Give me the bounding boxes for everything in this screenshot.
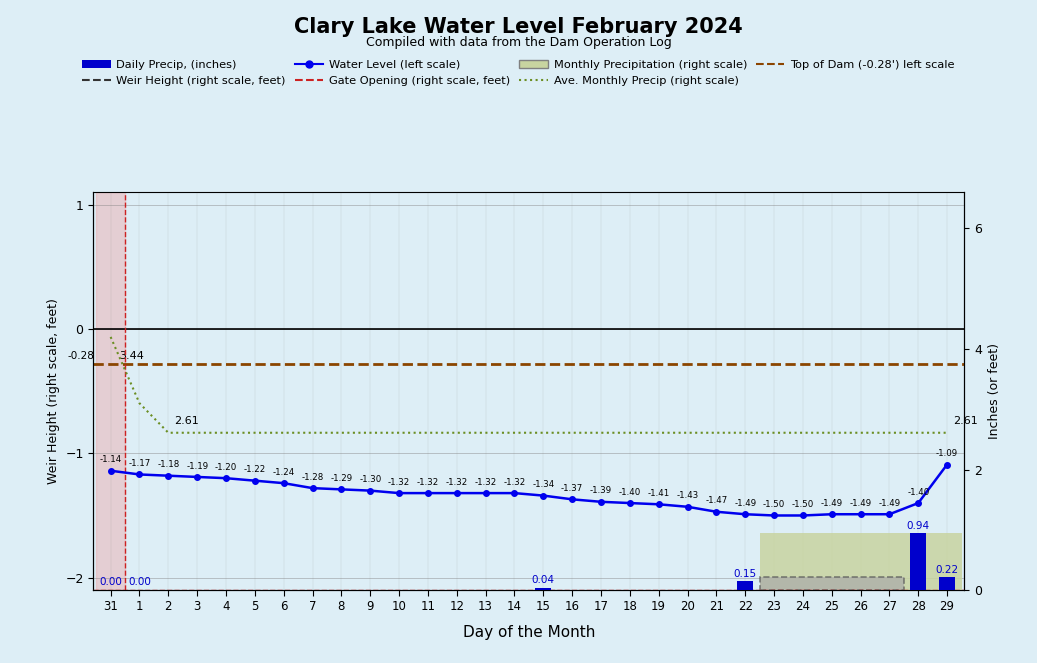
Text: 0.00: 0.00 [128, 577, 151, 587]
Text: -1.43: -1.43 [676, 491, 699, 501]
Bar [760, 577, 904, 590]
Bar [737, 581, 753, 590]
Text: -1.50: -1.50 [792, 500, 814, 509]
Text: Compiled with data from the Dam Operation Log: Compiled with data from the Dam Operatio… [366, 36, 671, 50]
Text: -1.49: -1.49 [878, 499, 900, 508]
Text: -1.40: -1.40 [907, 488, 929, 497]
Text: -1.47: -1.47 [705, 497, 728, 505]
Text: -1.32: -1.32 [475, 478, 497, 487]
Text: -1.49: -1.49 [849, 499, 872, 508]
Text: 3.44: 3.44 [119, 351, 144, 361]
Text: 0.15: 0.15 [733, 569, 757, 579]
Text: -1.24: -1.24 [273, 468, 295, 477]
Text: -1.32: -1.32 [417, 478, 439, 487]
Text: -1.14: -1.14 [100, 455, 121, 464]
Text: 0.94: 0.94 [906, 521, 930, 531]
Text: -1.40: -1.40 [619, 488, 641, 497]
X-axis label: Day of the Month: Day of the Month [463, 625, 595, 640]
Text: 2.61: 2.61 [174, 416, 199, 426]
Y-axis label: Inches (or feet): Inches (or feet) [987, 343, 1001, 439]
Text: -1.39: -1.39 [590, 487, 612, 495]
Text: -1.49: -1.49 [734, 499, 756, 508]
Text: -1.22: -1.22 [244, 465, 265, 474]
Text: -1.50: -1.50 [763, 500, 785, 509]
Text: -1.32: -1.32 [503, 478, 526, 487]
Text: -1.49: -1.49 [820, 499, 843, 508]
Text: 0.22: 0.22 [935, 565, 958, 575]
Text: -1.20: -1.20 [215, 463, 237, 472]
Text: -1.32: -1.32 [446, 478, 468, 487]
Text: -1.29: -1.29 [331, 474, 353, 483]
Text: -1.37: -1.37 [561, 484, 583, 493]
Text: -1.41: -1.41 [647, 489, 670, 498]
Text: Clary Lake Water Level February 2024: Clary Lake Water Level February 2024 [295, 17, 742, 36]
Text: -1.19: -1.19 [186, 461, 208, 471]
Bar [760, 534, 961, 590]
Text: -1.28: -1.28 [302, 473, 324, 482]
Text: -1.30: -1.30 [359, 475, 382, 484]
Legend: Daily Precip, (inches), Weir Height (right scale, feet), Water Level (left scale: Daily Precip, (inches), Weir Height (rig… [78, 56, 959, 90]
Text: 2.61: 2.61 [953, 416, 978, 426]
Y-axis label: Weir Height (right scale, feet): Weir Height (right scale, feet) [47, 298, 60, 484]
Text: -1.09: -1.09 [936, 449, 958, 458]
Text: -1.17: -1.17 [129, 459, 150, 468]
Text: -1.18: -1.18 [158, 460, 179, 469]
Bar [96, 192, 125, 590]
Text: -0.28: -0.28 [67, 351, 94, 361]
Text: 0.04: 0.04 [532, 575, 555, 585]
Bar [940, 577, 955, 590]
Bar [910, 534, 926, 590]
Bar [535, 587, 552, 590]
Text: 0.00: 0.00 [100, 577, 122, 587]
Text: -1.32: -1.32 [388, 478, 411, 487]
Text: -1.34: -1.34 [532, 480, 555, 489]
